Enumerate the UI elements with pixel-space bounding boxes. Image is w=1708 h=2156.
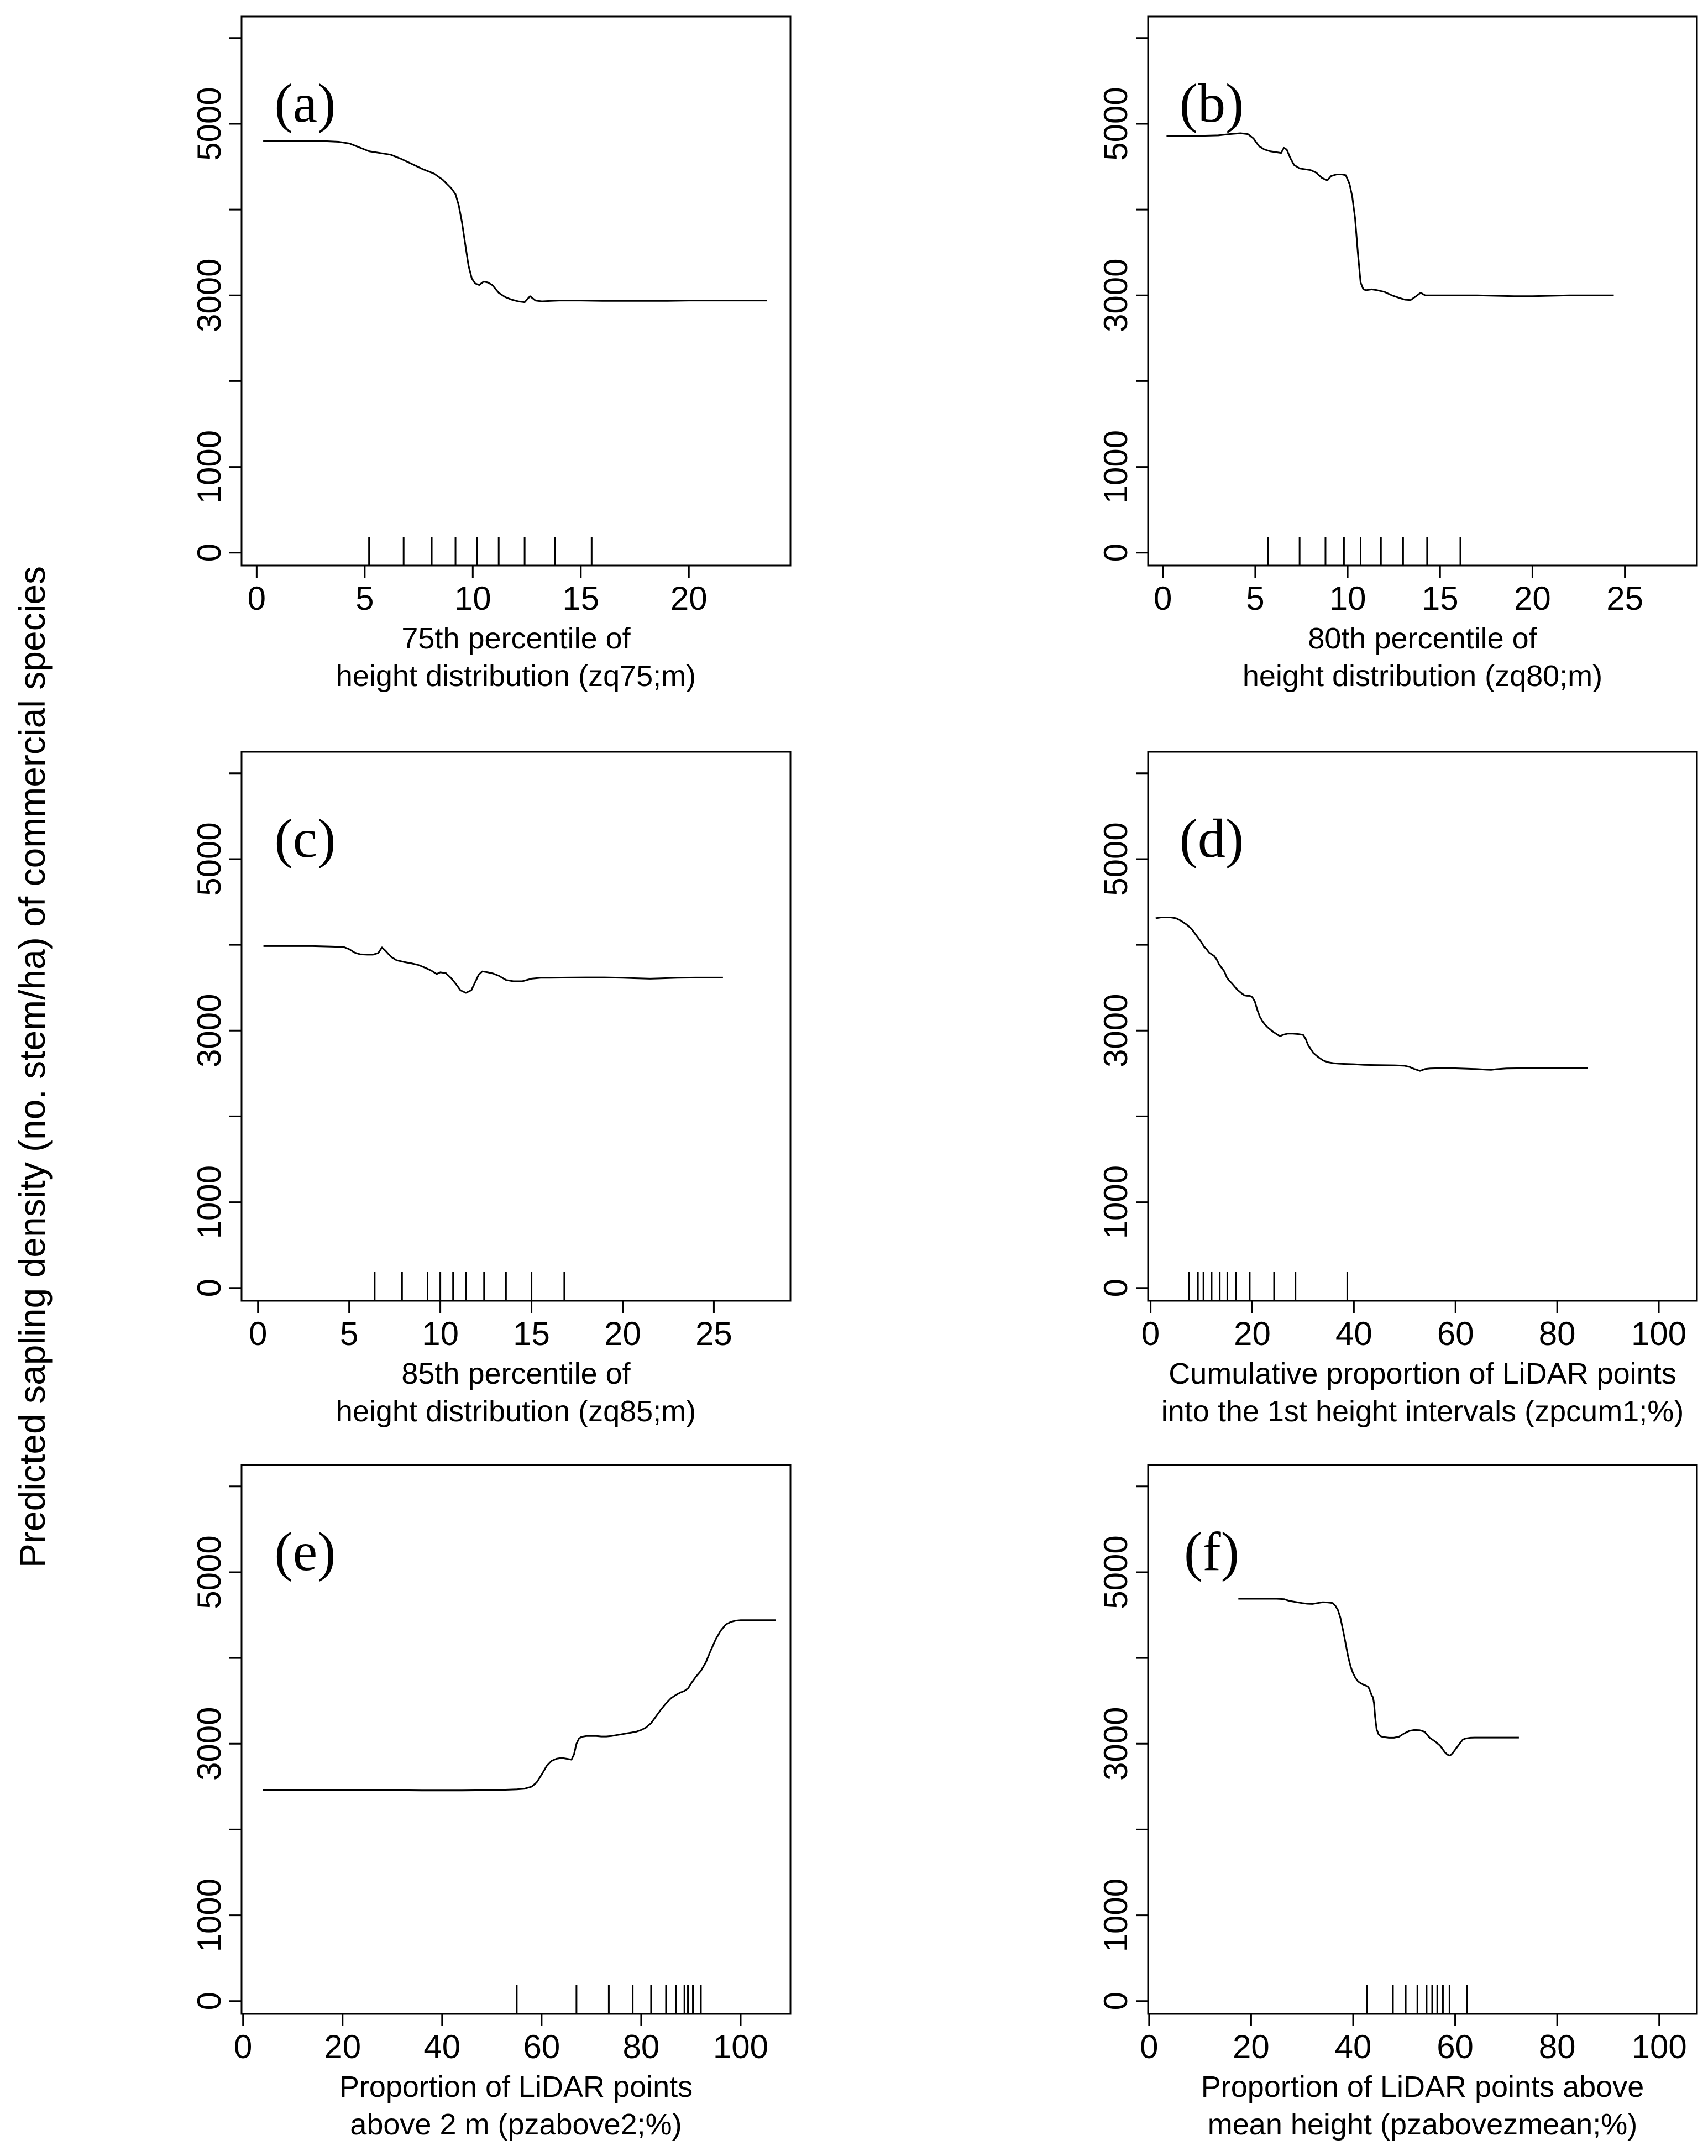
panel-e: 0 1000 3000 5000 0 20 40 60 80 100 (e) Proportion o… (191, 1464, 792, 2141)
x-axis-title-line2: height distribution (zq80;m) (1243, 660, 1602, 693)
y-tick-label: 0 (1097, 1279, 1134, 1297)
x-tick-label: 15 (562, 580, 599, 617)
curve (263, 1619, 776, 1792)
x-tick-label: 20 (1233, 2028, 1270, 2065)
x-tick-label: 20 (324, 2028, 361, 2065)
x-tick-label: 0 (249, 1315, 267, 1352)
x-tick-label: 0 (1154, 580, 1172, 617)
panel-letter: (b) (1180, 72, 1244, 134)
x-tick-label: 10 (422, 1315, 459, 1352)
shared-y-axis-label: Predicted sapling density (no. stem/ha) … (12, 566, 53, 1568)
x-tick-label: 40 (1335, 1315, 1372, 1352)
x-tick-label: 5 (355, 580, 374, 617)
y-tick-label: 5000 (1097, 822, 1134, 896)
panel-f: 0 1000 3000 5000 0 20 40 60 80 100 (f) Proportion o… (1097, 1464, 1698, 2141)
x-tick-label: 80 (1539, 2028, 1576, 2065)
x-tick-label: 20 (1234, 1315, 1271, 1352)
y-tick-label: 0 (1097, 1992, 1134, 2010)
y-tick-label: 1000 (191, 1878, 228, 1952)
x-tick-label: 0 (234, 2028, 252, 2065)
x-tick-label: 60 (1437, 1315, 1474, 1352)
x-axis-title-line1: 85th percentile of (401, 1357, 631, 1390)
x-tick-label: 25 (1606, 580, 1643, 617)
y-tick-label: 5000 (191, 1535, 228, 1609)
x-tick-label: 100 (1631, 1315, 1686, 1352)
x-tick-label: 0 (1140, 2028, 1158, 2065)
x-axis-title-line2: height distribution (zq75;m) (336, 660, 696, 693)
curve (1155, 917, 1588, 1072)
panel-letter: (a) (275, 72, 336, 134)
x-tick-label: 5 (340, 1315, 358, 1352)
x-tick-label: 60 (523, 2028, 560, 2065)
plot-box (1147, 15, 1698, 567)
x-tick-label: 100 (713, 2028, 768, 2065)
y-tick-label: 3000 (1097, 994, 1134, 1067)
x-tick-label: 100 (1632, 2028, 1687, 2065)
panel-letter: (d) (1180, 808, 1244, 869)
curve (263, 945, 723, 994)
x-axis-title-line1: 80th percentile of (1308, 622, 1537, 655)
curve (1238, 1598, 1519, 1757)
y-tick-label: 5000 (1097, 87, 1134, 160)
x-tick-label: 20 (1514, 580, 1551, 617)
y-tick-label: 0 (191, 1279, 228, 1297)
x-tick-label: 15 (513, 1315, 550, 1352)
y-tick-label: 3000 (1097, 259, 1134, 332)
y-tick-label: 1000 (1097, 1165, 1134, 1239)
panel-a: 0 1000 3000 5000 0 5 10 15 20 (a) 75th percentile … (191, 15, 792, 693)
y-tick-label: 5000 (191, 822, 228, 896)
x-axis-title-line2: height distribution (zq85;m) (336, 1395, 696, 1428)
x-axis-title-line2: mean height (pzabovezmean;%) (1208, 2108, 1637, 2141)
panel-letter: (e) (275, 1521, 336, 1582)
x-tick-label: 40 (423, 2028, 460, 2065)
y-tick-label: 1000 (191, 430, 228, 504)
panel-c: 0 1000 3000 5000 0 5 10 15 20 25 (c) 85th percentil… (191, 751, 792, 1428)
panel-letter: (f) (1184, 1521, 1239, 1582)
plot-box (240, 15, 792, 567)
x-tick-label: 0 (248, 580, 266, 617)
x-axis-title-line2: into the 1st height intervals (zpcum1;%) (1161, 1395, 1684, 1428)
x-tick-label: 15 (1422, 580, 1459, 617)
x-tick-label: 25 (695, 1315, 732, 1352)
plot-box (1147, 1464, 1698, 2015)
y-tick-label: 3000 (1097, 1707, 1134, 1781)
panel-d: 0 1000 3000 5000 0 20 40 60 80 100 (d) Cumulative p… (1097, 751, 1698, 1428)
x-tick-label: 0 (1141, 1315, 1160, 1352)
x-tick-label: 60 (1437, 2028, 1474, 2065)
panel-letter: (c) (275, 808, 336, 869)
x-tick-label: 10 (454, 580, 491, 617)
y-tick-label: 1000 (1097, 430, 1134, 504)
y-tick-label: 5000 (191, 87, 228, 160)
x-axis-title-line1: 75th percentile of (401, 622, 631, 655)
y-tick-label: 1000 (1097, 1878, 1134, 1952)
plot-box (1147, 751, 1698, 1302)
y-tick-label: 3000 (191, 994, 228, 1067)
y-tick-label: 3000 (191, 259, 228, 332)
x-tick-label: 20 (670, 580, 708, 617)
x-axis-title-line1: Proportion of LiDAR points above (1201, 2070, 1644, 2103)
x-axis-title-line1: Proportion of LiDAR points (339, 2070, 693, 2103)
y-tick-label: 0 (191, 543, 228, 562)
x-tick-label: 10 (1329, 580, 1366, 617)
curve (1166, 132, 1614, 301)
curve (263, 140, 767, 303)
y-tick-label: 1000 (191, 1165, 228, 1239)
x-tick-label: 40 (1335, 2028, 1372, 2065)
x-tick-label: 80 (1539, 1315, 1576, 1352)
x-axis-title-line2: above 2 m (pzabove2;%) (350, 2108, 682, 2141)
x-tick-label: 80 (623, 2028, 660, 2065)
x-axis-title-line1: Cumulative proportion of LiDAR points (1169, 1357, 1676, 1390)
y-tick-label: 3000 (191, 1707, 228, 1781)
panel-b: 0 1000 3000 5000 0 5 10 15 20 25 (b) 80th percentil… (1097, 15, 1698, 693)
y-tick-label: 0 (1097, 543, 1134, 562)
plot-box (240, 751, 792, 1302)
x-tick-label: 5 (1246, 580, 1264, 617)
y-tick-label: 5000 (1097, 1535, 1134, 1609)
x-tick-label: 20 (604, 1315, 641, 1352)
y-tick-label: 0 (191, 1992, 228, 2010)
